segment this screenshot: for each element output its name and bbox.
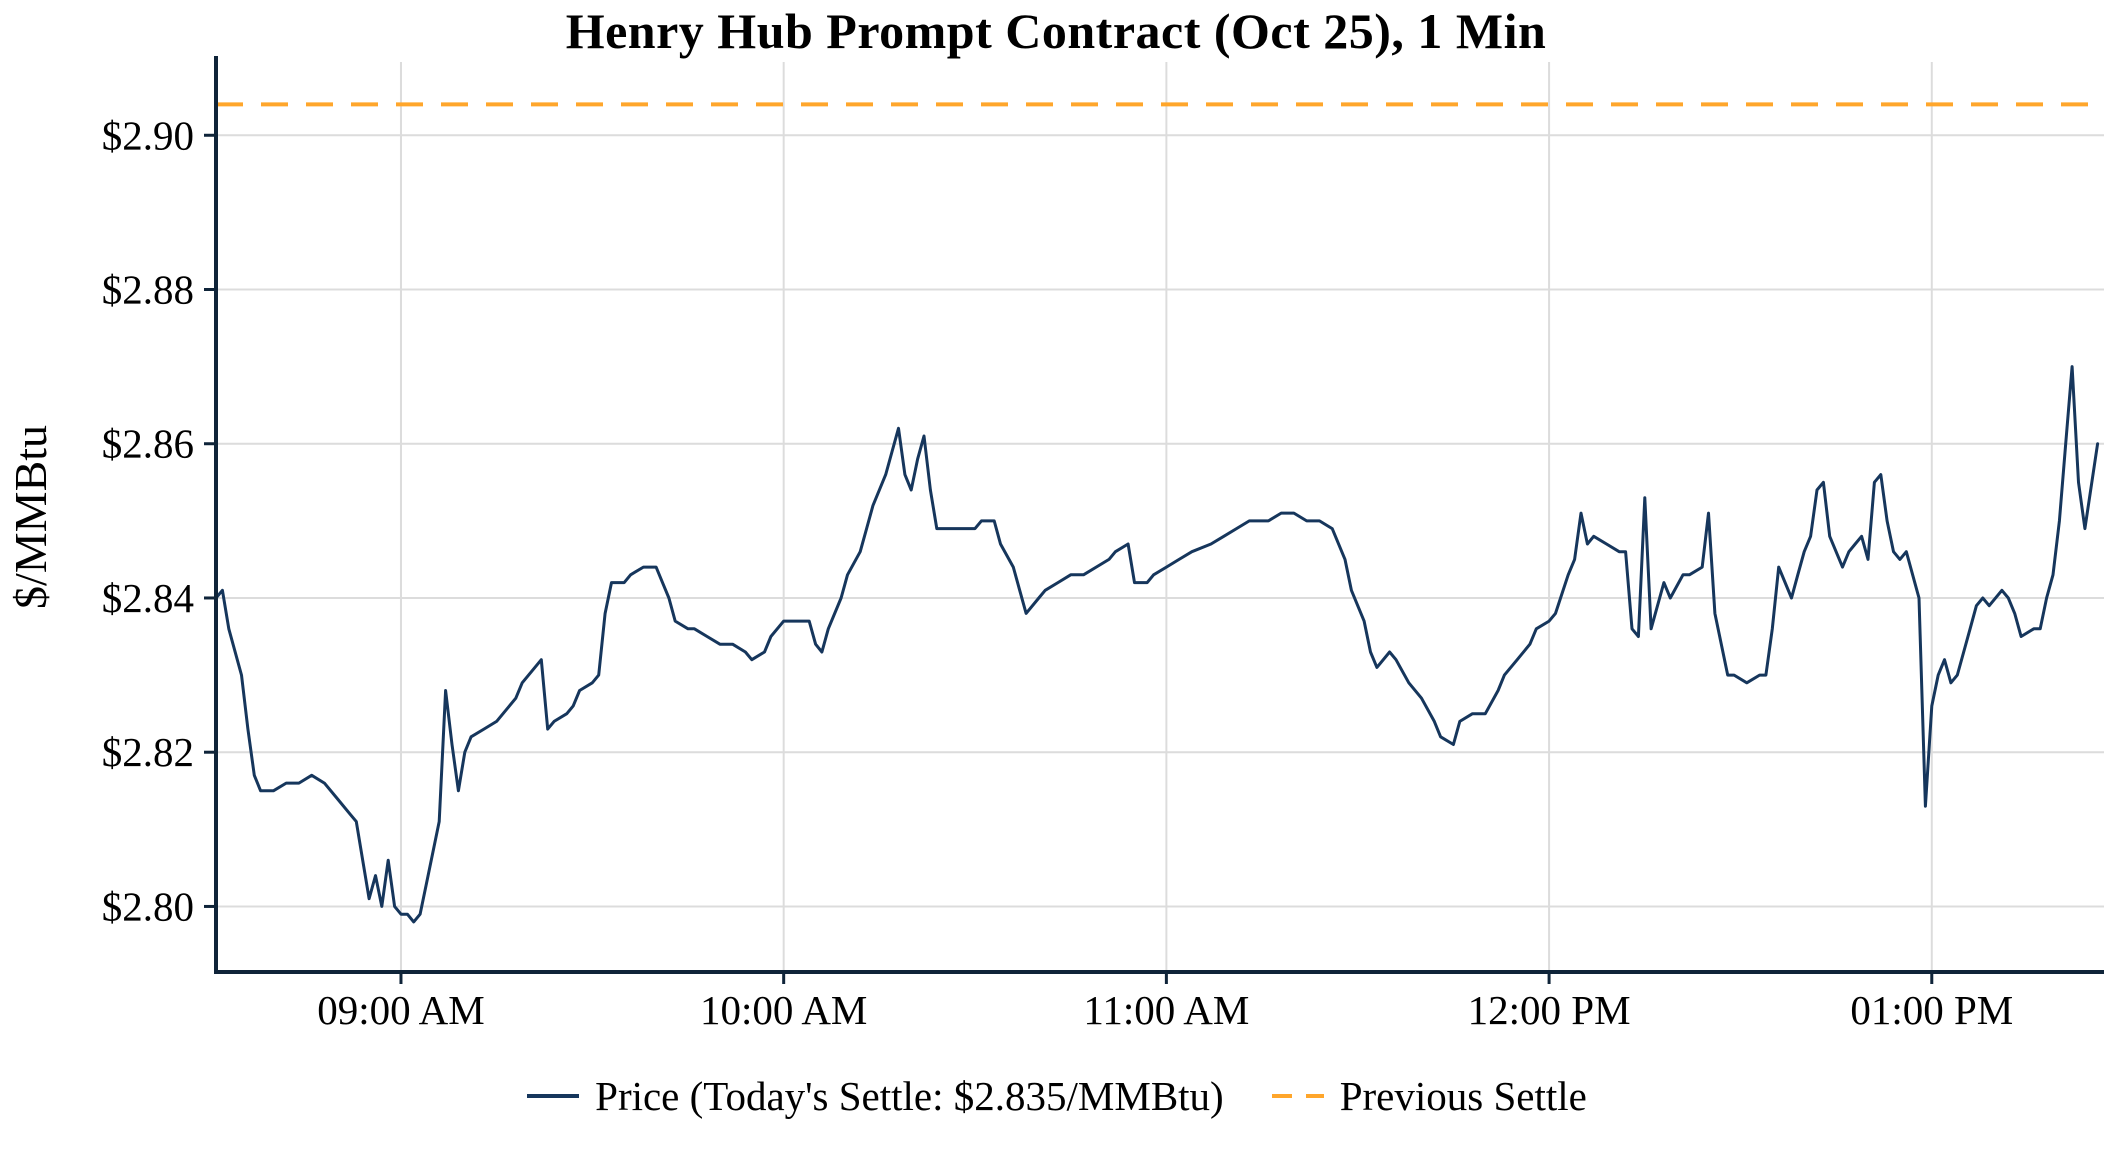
y-tick-label: $2.90 [102, 112, 194, 158]
previous-settle-swatch [1271, 1094, 1324, 1098]
legend-item-previous-settle: Previous Settle [1270, 1072, 1587, 1120]
y-tick-label: $2.80 [102, 883, 194, 929]
chart-title: Henry Hub Prompt Contract (Oct 25), 1 Mi… [565, 3, 1547, 59]
price-line-swatch [527, 1094, 580, 1098]
x-tick-label: 09:00 AM [317, 987, 484, 1033]
y-tick-label: $2.88 [102, 267, 194, 313]
y-axis-label: $/MMBtu [5, 425, 56, 609]
x-tick-label: 01:00 PM [1850, 987, 2013, 1033]
x-tick-label: 10:00 AM [700, 987, 867, 1033]
y-tick-label: $2.86 [102, 421, 194, 467]
legend-previous-settle-label: Previous Settle [1339, 1073, 1587, 1119]
x-tick-label: 12:00 PM [1468, 987, 1631, 1033]
legend-item-price: Price (Today's Settle: $2.835/MMBtu) [525, 1072, 1224, 1120]
y-tick-label: $2.82 [102, 729, 194, 775]
price-line [214, 365, 2100, 924]
x-tick-label: 11:00 AM [1083, 987, 1249, 1033]
y-tick-label: $2.84 [102, 575, 194, 621]
legend-price-label: Price (Today's Settle: $2.835/MMBtu) [595, 1073, 1224, 1119]
legend: Price (Today's Settle: $2.835/MMBtu) Pre… [0, 1072, 2112, 1120]
